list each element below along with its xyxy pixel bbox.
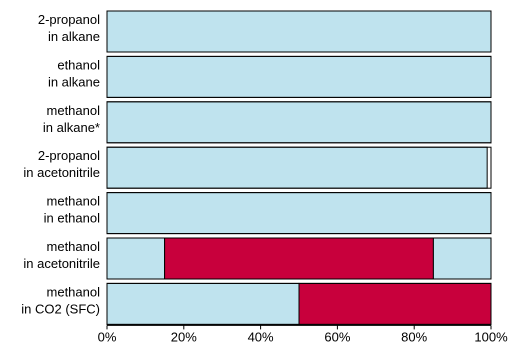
bar-segment-3-1: [106, 101, 492, 144]
bar-segment-6-3: [432, 237, 492, 280]
category-label-line: in acetonitrile: [23, 165, 100, 180]
category-label: 2-propanol in acetonitrile: [23, 148, 100, 180]
category-label-line: in CO2 (SFC): [21, 301, 100, 316]
x-tick-label: 80%: [401, 329, 427, 344]
bar-outline-4: [106, 146, 492, 189]
category-label-line: methanol: [47, 194, 101, 209]
bar-segment-6-2: [164, 237, 434, 280]
category-label-line: 2-propanol: [38, 12, 100, 27]
category-labels: 2-propanol in alkane ethanol in alkane metha…: [21, 12, 100, 316]
x-tick-label: 20%: [171, 329, 197, 344]
category-label-line: ethanol: [57, 57, 100, 72]
bar-segment-4-1: [106, 146, 488, 189]
bar-outline-3: [106, 101, 492, 144]
category-label-line: methanol: [47, 239, 101, 254]
bar-segment-7-1: [106, 282, 300, 325]
category-label-line: in ethanol: [44, 211, 100, 226]
bar-segment-6-1: [106, 237, 166, 280]
category-label: methanol in alkane*: [43, 103, 100, 135]
category-label-line: in alkane*: [43, 120, 100, 135]
bar-segment-1-1: [106, 10, 492, 53]
category-label-line: 2-propanol: [38, 148, 100, 163]
category-label: methanol in CO2 (SFC): [21, 284, 100, 316]
bar-outline-6: [106, 237, 492, 280]
bar-outline-2: [106, 55, 492, 98]
bar-segment-7-2: [298, 282, 492, 325]
x-tick-label: 60%: [324, 329, 350, 344]
category-label-line: methanol: [47, 103, 101, 118]
bars: [106, 10, 492, 325]
bar-outline-1: [106, 10, 492, 53]
bar-outline-5: [106, 192, 492, 235]
category-label-line: in alkane: [48, 29, 100, 44]
bar-outline-7: [106, 282, 492, 325]
category-label: 2-propanol in alkane: [38, 12, 100, 44]
bar-segment-5-1: [106, 192, 492, 235]
category-label-line: in alkane: [48, 74, 100, 89]
x-tick-label: 0%: [98, 329, 117, 344]
category-label: ethanol in alkane: [48, 57, 100, 89]
category-label-line: methanol: [47, 284, 101, 299]
x-tick-label: 40%: [248, 329, 274, 344]
x-axis: 0% 20% 40% 60% 80% 100%: [98, 324, 508, 344]
category-label-line: in acetonitrile: [23, 256, 100, 271]
bar-segment-2-1: [106, 55, 492, 98]
category-label: methanol in acetonitrile: [23, 239, 100, 271]
category-label: methanol in ethanol: [44, 194, 100, 226]
x-tick-label: 100%: [474, 329, 508, 344]
